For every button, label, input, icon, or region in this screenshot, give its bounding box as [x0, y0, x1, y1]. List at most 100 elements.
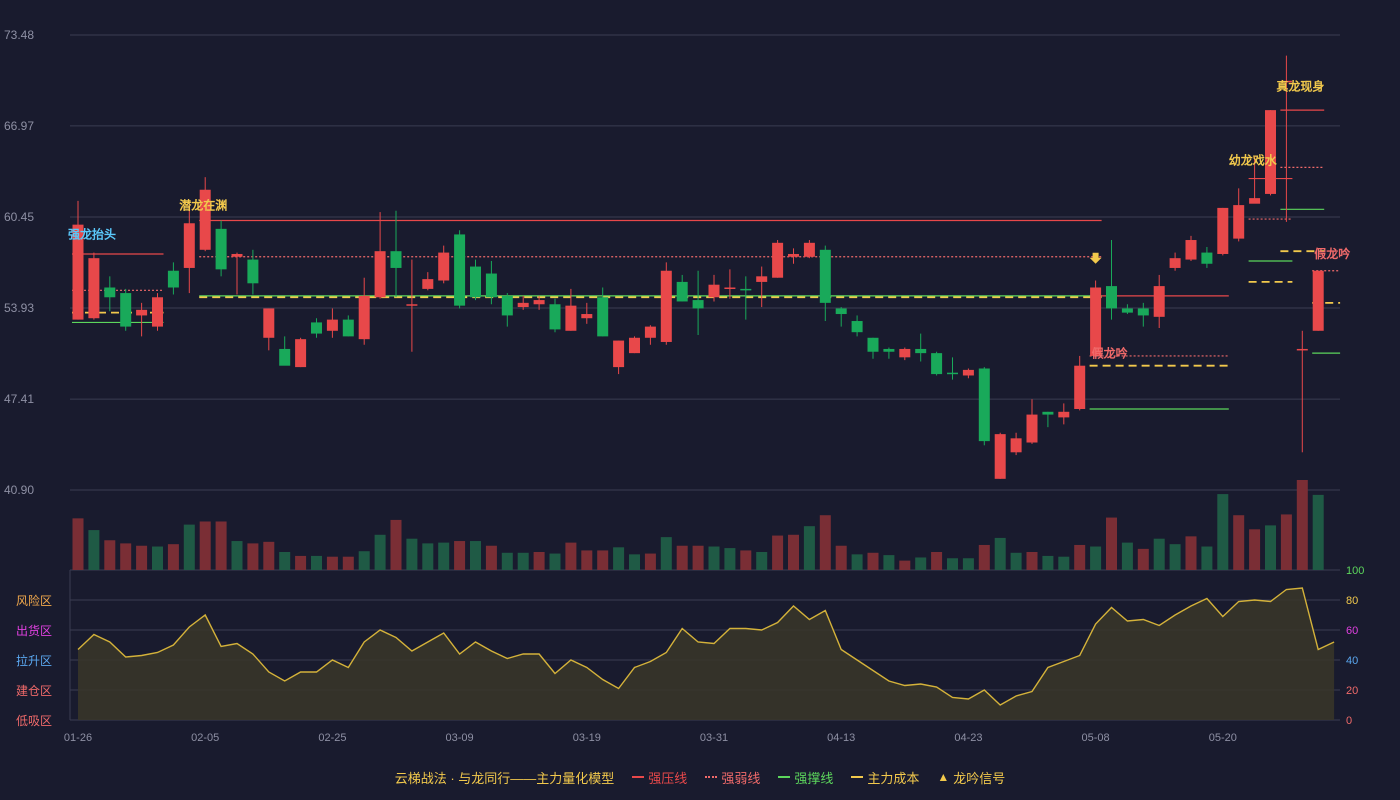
volume-bar	[454, 541, 466, 570]
candle-body	[549, 304, 561, 330]
volume-bar	[1169, 544, 1181, 570]
legend-label-cost: 主力成本	[867, 770, 920, 786]
volume-bar	[342, 556, 354, 570]
x-tick-label: 01-26	[64, 732, 92, 744]
volume-bar	[931, 552, 943, 570]
indicator-line	[77, 587, 1335, 706]
annotation-label: 真龙现身	[1276, 79, 1324, 94]
x-tick-label: 04-23	[954, 732, 982, 744]
candle-body	[740, 288, 752, 291]
volume-bar	[788, 534, 799, 570]
legend-swatch-weak	[705, 776, 718, 778]
legend-swatch-support	[778, 776, 791, 778]
volume-bar	[708, 546, 720, 570]
signal-arrow	[1089, 252, 1102, 264]
candle-body	[1137, 308, 1149, 316]
candle-body	[1265, 110, 1276, 194]
volume-bar	[1074, 544, 1086, 570]
volume-bar	[1185, 536, 1197, 570]
candle-body	[88, 258, 100, 319]
candle-body	[326, 319, 338, 331]
volume-bar	[311, 555, 322, 570]
candle-body	[947, 372, 958, 375]
price-tick-label: 40.90	[4, 483, 34, 497]
candle-body	[883, 348, 895, 352]
candle-body	[819, 249, 831, 303]
volume-bar	[676, 545, 688, 570]
annotation-label: 强龙抬头	[68, 227, 116, 242]
candle-body	[915, 348, 927, 354]
volume-bar	[1233, 515, 1245, 570]
candle-body	[994, 434, 1006, 479]
volume-bar	[1137, 548, 1149, 570]
zone-label: 低吸区	[16, 714, 52, 728]
volume-bar	[867, 552, 879, 570]
volume-bar	[947, 558, 958, 570]
volume-bar	[660, 537, 672, 570]
volume-bar	[183, 524, 195, 570]
annotation-label: 假龙吟	[1092, 345, 1128, 360]
candle-body	[374, 251, 386, 298]
volume-bar	[279, 552, 291, 570]
chart-legend: 云梯战法 · 与龙同行——主力量化模型 强压线 强弱线 强撑线 主力成本 ▲ 龙…	[0, 766, 1400, 788]
candle-body	[756, 276, 768, 282]
volume-bar	[644, 553, 656, 570]
volume-bar	[724, 548, 736, 570]
candle-body	[485, 273, 497, 298]
candle-body	[597, 297, 609, 337]
candle-body	[152, 297, 163, 327]
price-tick-label: 60.45	[4, 210, 34, 224]
volume-bar	[819, 515, 831, 570]
candle-body	[1010, 438, 1022, 453]
annotation-label: 幼龙戏水	[1229, 153, 1278, 168]
candle-body	[1249, 198, 1261, 204]
volume-bar	[136, 545, 148, 570]
candle-body	[470, 266, 481, 298]
volume-bar	[533, 552, 545, 570]
candle-body	[390, 251, 402, 268]
x-tick-label: 05-08	[1082, 732, 1110, 744]
candle-body	[803, 242, 815, 257]
volume-bar	[899, 560, 911, 570]
legend-item-signal: ▲ 龙吟信号	[937, 768, 1005, 787]
candle-body	[358, 295, 370, 340]
volume-bar	[263, 541, 275, 570]
indicator-axis-label: 60	[1346, 625, 1358, 637]
candle-body	[295, 339, 307, 368]
volume-bar	[215, 521, 227, 570]
candle-body	[72, 224, 84, 320]
legend-title: 云梯战法 · 与龙同行——主力量化模型	[394, 770, 615, 786]
volume-bar	[692, 545, 704, 570]
volume-bar	[772, 535, 784, 570]
candle-body	[772, 242, 784, 278]
annotation-label: 潜龙在渊	[179, 197, 227, 212]
volume-bar	[247, 543, 259, 570]
volume-bar	[1153, 538, 1165, 570]
x-tick-label: 02-05	[191, 732, 219, 744]
volume-bar	[1280, 514, 1292, 570]
volume-bar	[1090, 546, 1102, 570]
candle-body	[629, 337, 640, 354]
volume-bar	[978, 544, 990, 570]
legend-label-pressure: 强压线	[648, 770, 688, 786]
volume-bar	[1201, 546, 1213, 570]
volume-bar	[295, 555, 307, 570]
candle-body	[438, 252, 450, 281]
legend-swatch-pressure	[632, 776, 645, 778]
zone-label: 出货区	[16, 623, 52, 638]
volume-bar	[597, 550, 609, 570]
candle-body	[1106, 286, 1117, 309]
candle-body	[565, 305, 577, 331]
candle-body	[1233, 205, 1245, 239]
candle-body	[517, 302, 529, 308]
candle-body	[899, 348, 911, 358]
candle-body	[279, 348, 291, 366]
volume-bar	[740, 550, 752, 570]
candle-body	[247, 259, 259, 284]
volume-bar	[835, 545, 847, 570]
volume-bar	[1026, 552, 1038, 570]
candle-body	[1121, 308, 1133, 313]
candle-body	[406, 304, 418, 306]
volume-bar	[485, 545, 497, 570]
